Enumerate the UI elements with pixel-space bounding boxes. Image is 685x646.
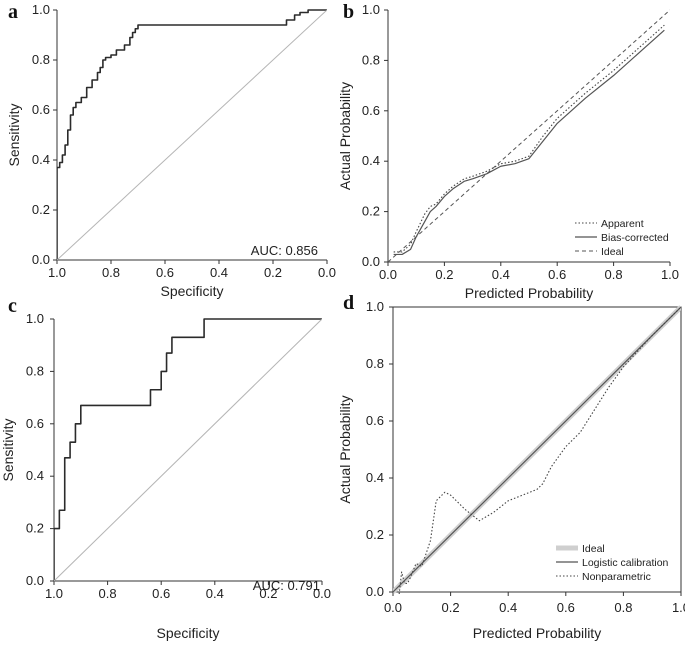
x-tick-label: 0.6 [152,586,170,601]
y-axis-label: Sensitivity [0,418,16,481]
y-axis-label: Actual Probability [337,82,353,190]
auc-annotation: AUC: 0.856 [251,243,318,258]
x-tick-label: 0.0 [318,265,336,280]
y-tick-label: 0.8 [362,52,380,67]
x-tick-label: 1.0 [45,586,63,601]
x-tick-label: 0.4 [492,267,510,282]
y-tick-label: 0.6 [26,416,44,431]
y-tick-label: 0.6 [32,102,50,117]
legend-label: Bias-corrected [601,232,669,244]
x-tick-label: 1.0 [48,265,66,280]
panel-c: c 1.0 0.8 0.6 0.4 0.2 0.0 0.0 0.2 0.4 0.6 0.8 1.0 Sp… [0,295,331,641]
y-tick-label: 0.0 [362,254,380,269]
y-tick-label: 0.4 [26,468,44,483]
plot-frame [392,306,682,593]
reference-line [54,318,322,582]
x-axis-label: Predicted Probability [473,625,601,641]
panel-letter-a: a [8,1,18,23]
bias-corrected-line [393,29,665,256]
x-tick-label: 0.4 [210,265,228,280]
roc-line [57,9,327,260]
y-tick-label: 0.8 [26,363,44,378]
y-tick-label: 1.0 [362,2,380,17]
y-axis-label: Sensitivity [6,103,22,166]
y-tick-label: 0.6 [362,103,380,118]
legend-label: Apparent [601,218,644,230]
nonparametric-line [398,306,681,594]
y-tick-label: 0.4 [32,152,50,167]
panel-letter-b: b [343,1,354,23]
y-tick-label: 0.4 [366,470,384,485]
apparent-line [393,24,665,253]
y-tick-label: 0.0 [26,573,44,588]
panel-letter-d: d [343,292,354,314]
panel-d: d 0.0 0.2 0.4 0.6 0.8 1.0 0.0 0.2 0.4 0.6 0.8 1.0 Pr… [337,292,685,641]
x-tick-label: 1.0 [672,600,685,615]
x-tick-label: 0.8 [102,265,120,280]
legend-label: Ideal [582,543,605,555]
panel-letter-c: c [8,295,17,317]
logistic-calibration-line [393,306,681,593]
y-tick-label: 1.0 [26,311,44,326]
roc-line [54,318,322,581]
auc-annotation: AUC: 0.791 [253,578,320,593]
x-tick-label: 0.4 [206,586,224,601]
x-tick-label: 0.8 [605,267,623,282]
legend-label: Nonparametric [582,571,651,583]
y-axis-label: Actual Probability [337,395,353,503]
x-tick-label: 0.2 [264,265,282,280]
reference-line [57,9,327,261]
x-axis-label: Predicted Probability [465,285,593,301]
y-tick-label: 0.2 [366,527,384,542]
panel-a: a 1.0 0.8 0.6 0.4 0.2 0.0 0.0 0.2 0.4 0.6 0.8 1.0 Sp… [6,1,336,299]
y-tick-label: 1.0 [366,299,384,314]
x-tick-label: 0.8 [614,600,632,615]
x-tick-label: 0.2 [259,586,277,601]
legend-label: Ideal [601,246,624,258]
y-tick-label: 0.2 [32,202,50,217]
y-tick-label: 1.0 [32,2,50,17]
x-tick-label: 0.6 [548,267,566,282]
x-tick-label: 0.6 [557,600,575,615]
ideal-line [388,9,670,263]
x-axis-label: Specificity [156,625,219,641]
x-axis-label: Specificity [160,283,223,299]
y-tick-label: 0.0 [32,252,50,267]
y-tick-label: 0.0 [366,584,384,599]
y-tick-label: 0.4 [362,153,380,168]
x-tick-label: 0.2 [435,267,453,282]
x-tick-label: 0.0 [313,586,331,601]
x-tick-label: 0.0 [384,600,402,615]
x-tick-label: 0.4 [499,600,517,615]
y-tick-label: 0.8 [32,52,50,67]
panel-b: b 0.0 0.2 0.4 0.6 0.8 1.0 0.0 0.2 0.4 0.6 0.8 1.0 Pr… [337,1,679,301]
y-tick-label: 0.8 [366,356,384,371]
y-tick-label: 0.2 [362,204,380,219]
y-tick-label: 0.6 [366,413,384,428]
x-tick-label: 0.2 [442,600,460,615]
x-tick-label: 0.8 [99,586,117,601]
x-tick-label: 0.0 [379,267,397,282]
legend-label: Logistic calibration [582,557,669,569]
y-tick-label: 0.2 [26,521,44,536]
x-tick-label: 0.6 [156,265,174,280]
x-tick-label: 1.0 [661,267,679,282]
